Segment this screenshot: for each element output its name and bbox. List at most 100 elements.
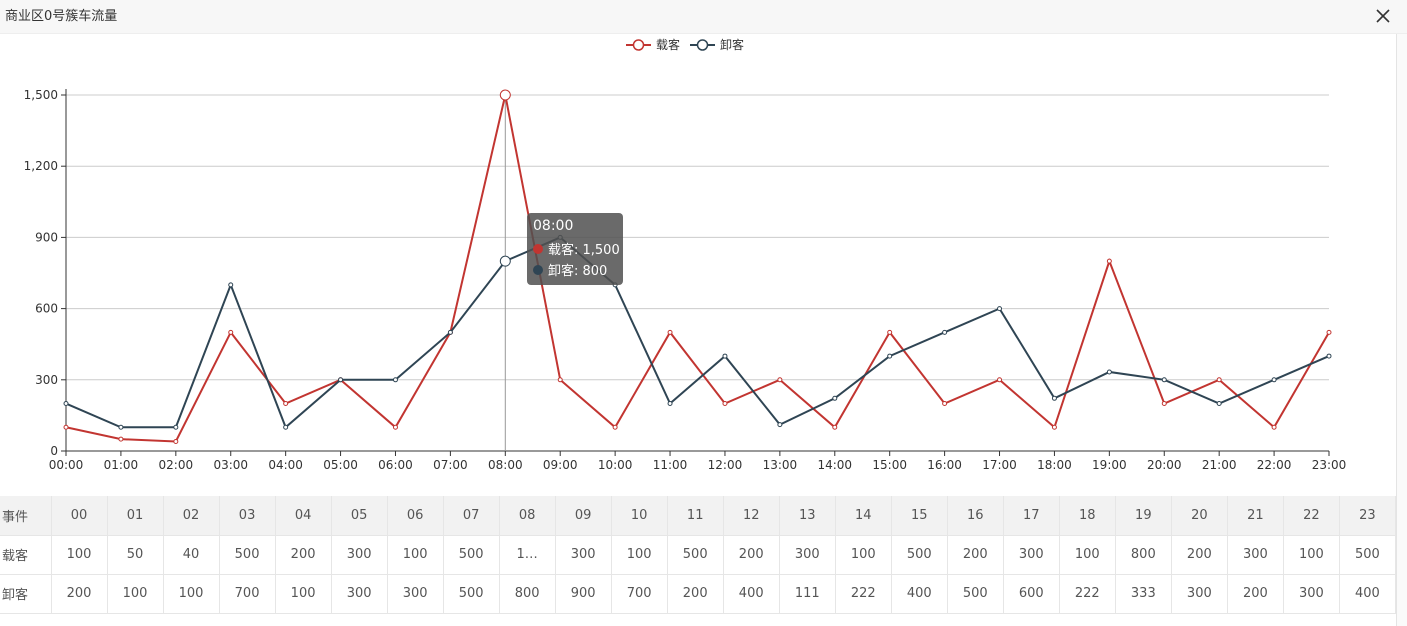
data-point bbox=[777, 422, 783, 428]
data-point bbox=[63, 424, 69, 430]
highlighted-point bbox=[499, 255, 511, 267]
table-row-label: 载客 bbox=[0, 535, 52, 575]
data-point bbox=[228, 282, 234, 288]
x-tick-label: 01:00 bbox=[104, 458, 139, 472]
table-cell: 900 bbox=[555, 574, 612, 614]
x-tick-label: 15:00 bbox=[872, 458, 907, 472]
table-header-row: 事件 00 01 02 03 04 05 06 07 08 09 10 11 12 13 14 15 16 17 18… bbox=[0, 496, 1397, 536]
data-point bbox=[997, 377, 1003, 383]
data-point bbox=[338, 377, 344, 383]
data-point bbox=[1216, 377, 1222, 383]
table-cell: 500 bbox=[667, 535, 724, 575]
tooltip-row-label: 卸客: 800 bbox=[548, 264, 608, 279]
y-tick-label: 300 bbox=[35, 373, 58, 387]
x-tick-label: 09:00 bbox=[543, 458, 578, 472]
table-cell: 14 bbox=[835, 496, 892, 536]
table-cell: 50 bbox=[107, 535, 164, 575]
tooltip-series-dot bbox=[533, 243, 543, 254]
y-tick-label: 900 bbox=[35, 230, 58, 244]
table-cell: 18 bbox=[1059, 496, 1116, 536]
data-point bbox=[942, 329, 948, 335]
table-cell: 15 bbox=[891, 496, 948, 536]
x-tick-label: 00:00 bbox=[49, 458, 84, 472]
table-cell: 100 bbox=[1283, 535, 1340, 575]
table-cell: 12 bbox=[723, 496, 780, 536]
table-cell: 100 bbox=[107, 574, 164, 614]
legend-label: 卸客 bbox=[720, 37, 744, 52]
tooltip-row-0: 载客: 1,500 bbox=[533, 238, 620, 259]
tooltip-row-1: 卸客: 800 bbox=[533, 259, 617, 280]
table-cell: 03 bbox=[219, 496, 276, 536]
data-point bbox=[1106, 369, 1112, 375]
table-cell: 16 bbox=[947, 496, 1004, 536]
data-point bbox=[283, 424, 289, 430]
table-cell: 111 bbox=[779, 574, 836, 614]
table-cell: 100 bbox=[51, 535, 108, 575]
table-cell: 40 bbox=[163, 535, 220, 575]
highlighted-point bbox=[499, 89, 511, 101]
table-row-label: 事件 bbox=[0, 496, 52, 536]
data-point bbox=[228, 329, 234, 335]
data-point bbox=[63, 401, 69, 407]
table-cell: 500 bbox=[219, 535, 276, 575]
x-tick-label: 03:00 bbox=[213, 458, 248, 472]
legend-swatch-marker bbox=[696, 39, 709, 51]
table-cell: 500 bbox=[443, 574, 500, 614]
table-cell: 200 bbox=[1171, 535, 1228, 575]
y-tick-label: 1,200 bbox=[24, 159, 58, 173]
data-point bbox=[118, 424, 124, 430]
legend-label: 载客 bbox=[656, 37, 680, 52]
tooltip-series-dot bbox=[533, 264, 543, 275]
table-cell: 400 bbox=[723, 574, 780, 614]
data-point bbox=[1326, 329, 1332, 335]
data-point bbox=[1051, 424, 1057, 430]
scrollbar-track[interactable] bbox=[1396, 34, 1407, 626]
table-cell: 08 bbox=[499, 496, 556, 536]
table-cell: 01 bbox=[107, 496, 164, 536]
y-tick-label: 1,500 bbox=[24, 88, 58, 102]
table-cell: 200 bbox=[51, 574, 108, 614]
x-tick-label: 16:00 bbox=[927, 458, 962, 472]
x-tick-label: 18:00 bbox=[1037, 458, 1072, 472]
table-cell: 300 bbox=[555, 535, 612, 575]
line-chart: 0 300 600 900 1,200 1,500 00:00 01:00 02:00 03:00… bbox=[24, 37, 1347, 472]
data-point bbox=[722, 353, 728, 359]
tooltip-title: 08:00 bbox=[533, 218, 574, 234]
table-cell: 100 bbox=[387, 535, 444, 575]
data-point bbox=[557, 377, 563, 383]
table-row: 载客 100 50 40 500 200 300 100 500 1… 300 100 500 200 30… bbox=[0, 535, 1397, 575]
data-point bbox=[1161, 401, 1167, 407]
x-tick-label: 06:00 bbox=[378, 458, 413, 472]
table-cell: 200 bbox=[723, 535, 780, 575]
data-point bbox=[832, 424, 838, 430]
data-point bbox=[1051, 395, 1057, 401]
table-cell: 1… bbox=[499, 535, 556, 575]
table-cell: 07 bbox=[443, 496, 500, 536]
data-point bbox=[887, 353, 893, 359]
table-cell: 333 bbox=[1115, 574, 1172, 614]
window-title: 商业区0号簇车流量 bbox=[5, 9, 118, 24]
series-line-1 bbox=[65, 236, 1330, 429]
data-point bbox=[173, 424, 179, 430]
x-tick-label: 22:00 bbox=[1257, 458, 1292, 472]
table-cell: 500 bbox=[1339, 535, 1397, 575]
table-cell: 300 bbox=[387, 574, 444, 614]
table-cell: 100 bbox=[835, 535, 892, 575]
table-cell: 17 bbox=[1003, 496, 1060, 536]
x-tick-label: 05:00 bbox=[323, 458, 358, 472]
table-cell: 100 bbox=[611, 535, 668, 575]
title-bar: 商业区0号簇车流量 bbox=[0, 0, 1407, 34]
data-point bbox=[777, 377, 783, 383]
x-tick-label: 17:00 bbox=[982, 458, 1017, 472]
table-cell: 800 bbox=[499, 574, 556, 614]
table-cell: 20 bbox=[1171, 496, 1228, 536]
x-tick-label: 10:00 bbox=[598, 458, 633, 472]
table-row: 卸客 200 100 100 700 100 300 300 500 800 900 700 200 40… bbox=[0, 574, 1397, 614]
x-tick-label: 07:00 bbox=[433, 458, 468, 472]
table-cell: 300 bbox=[779, 535, 836, 575]
data-table: 事件 00 01 02 03 04 05 06 07 08 09 10 11 12 13 14 15 16 17 18… bbox=[0, 496, 1397, 614]
close-button[interactable] bbox=[1371, 4, 1395, 28]
table-cell: 200 bbox=[667, 574, 724, 614]
table-cell: 06 bbox=[387, 496, 444, 536]
